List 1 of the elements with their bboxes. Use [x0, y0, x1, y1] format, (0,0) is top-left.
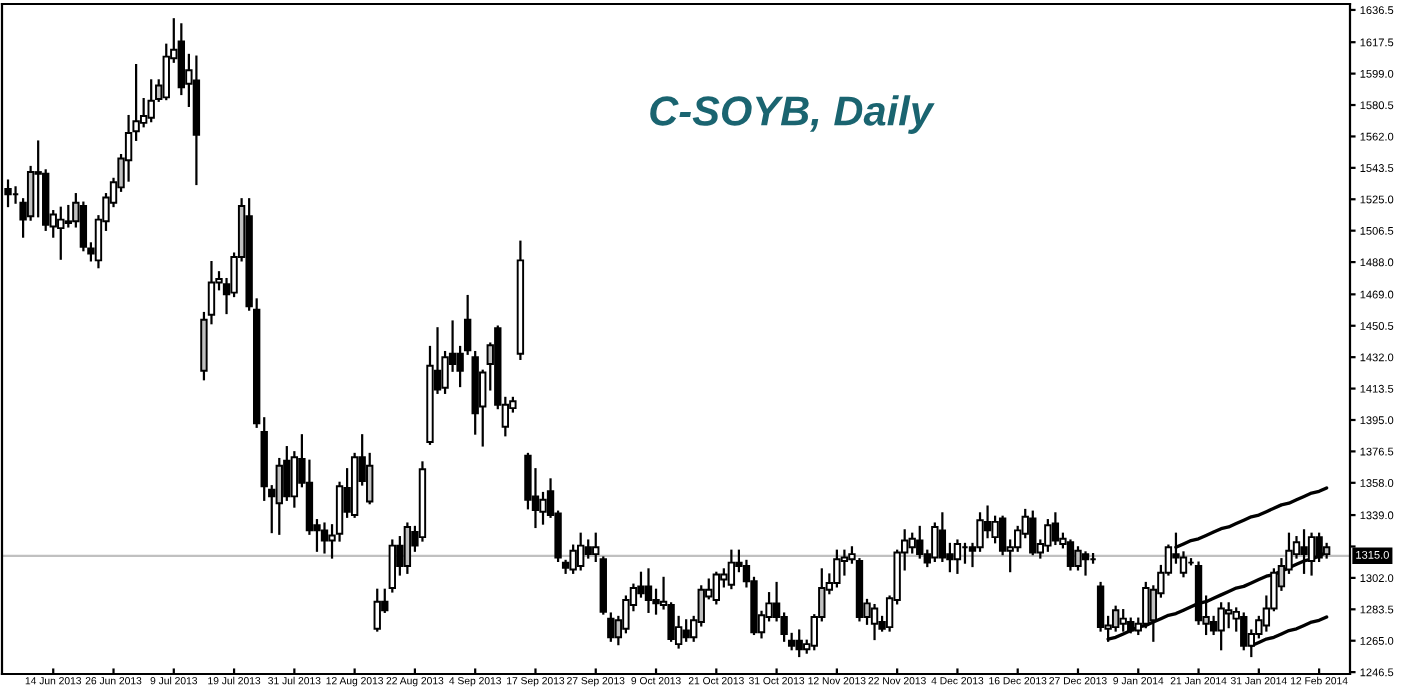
text: C-SOYB, Daily: [650, 95, 935, 134]
